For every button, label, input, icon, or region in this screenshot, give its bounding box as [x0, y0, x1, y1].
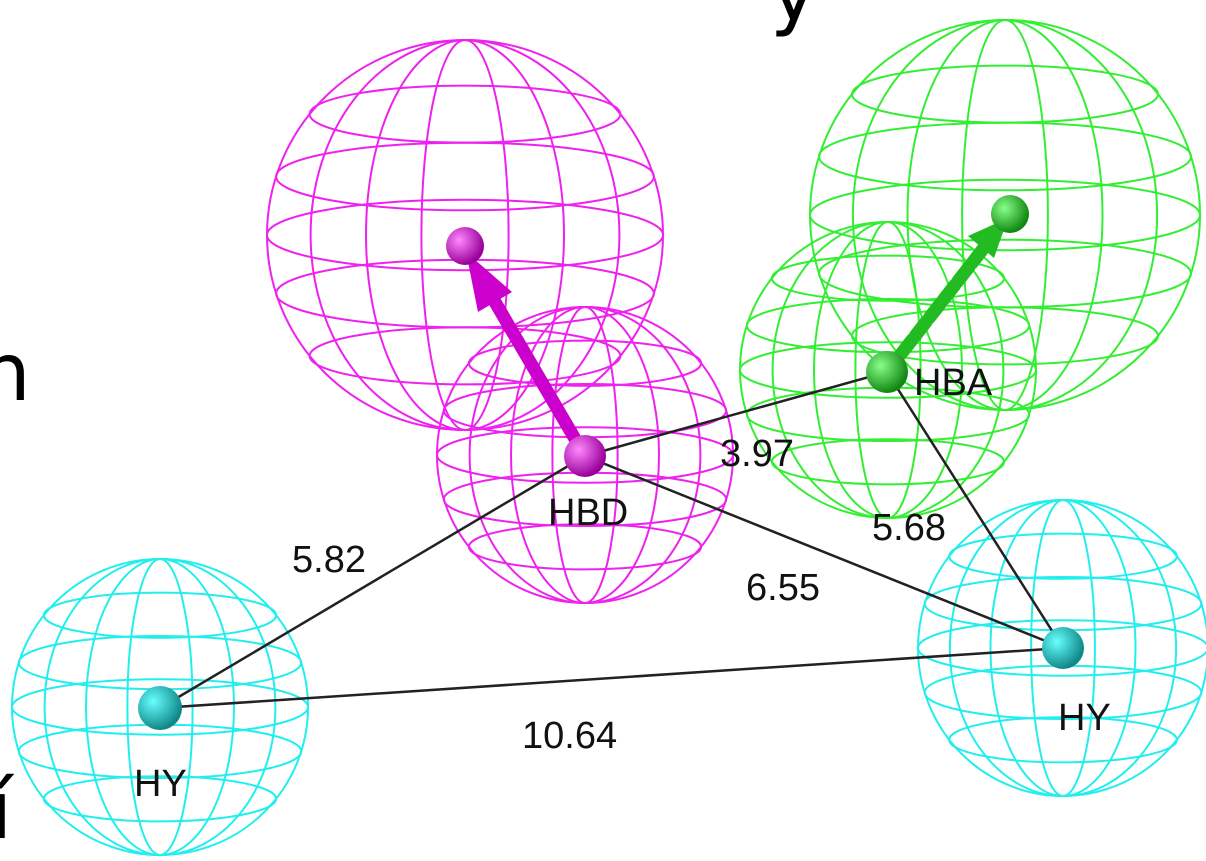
- hbd-projection-atom: [446, 227, 484, 265]
- hy-left-label: HY: [134, 763, 187, 805]
- line-hba-hy-right: [885, 371, 1065, 649]
- edge-text-fragment-left-middle: n: [0, 326, 31, 419]
- hbd-label: HBD: [548, 492, 628, 534]
- distance-hba-hy-right: 5.68: [872, 507, 946, 549]
- distance-hy-left-hy-right: 10.64: [522, 715, 617, 757]
- hy-left-sphere: [11, 558, 309, 856]
- hy-right-sphere: [917, 499, 1206, 797]
- hbd-atom: [564, 435, 606, 477]
- distance-hbd-hba: 3.97: [720, 433, 794, 475]
- hba-label: HBA: [914, 362, 993, 404]
- edge-text-fragment-left-bottom: í: [0, 764, 15, 857]
- hbd-sphere: [436, 306, 734, 604]
- hbd-direction-arrow: [466, 252, 592, 463]
- hba-sphere: [739, 221, 1037, 519]
- hy-right-label: HY: [1058, 697, 1111, 739]
- line-hbd-hba: [584, 370, 888, 458]
- distance-hbd-hy-left: 5.82: [292, 539, 366, 581]
- hy-left-atom: [138, 686, 182, 730]
- hy-right-atom: [1042, 627, 1084, 669]
- wireframe-spheres: [11, 19, 1206, 856]
- hba-atom: [866, 351, 908, 393]
- line-hy-left-hy-right: [159, 646, 1064, 710]
- distance-lines: [159, 370, 1065, 710]
- hba-projection-sphere: [809, 19, 1201, 411]
- hbd-arrowhead: [466, 252, 512, 312]
- edge-text-fragment-top: y: [770, 0, 817, 39]
- distance-hbd-hy-right: 6.55: [746, 567, 820, 609]
- hba-projection-atom: [991, 195, 1029, 233]
- line-hbd-hy-left: [159, 454, 586, 710]
- line-hbd-hy-right: [584, 454, 1064, 650]
